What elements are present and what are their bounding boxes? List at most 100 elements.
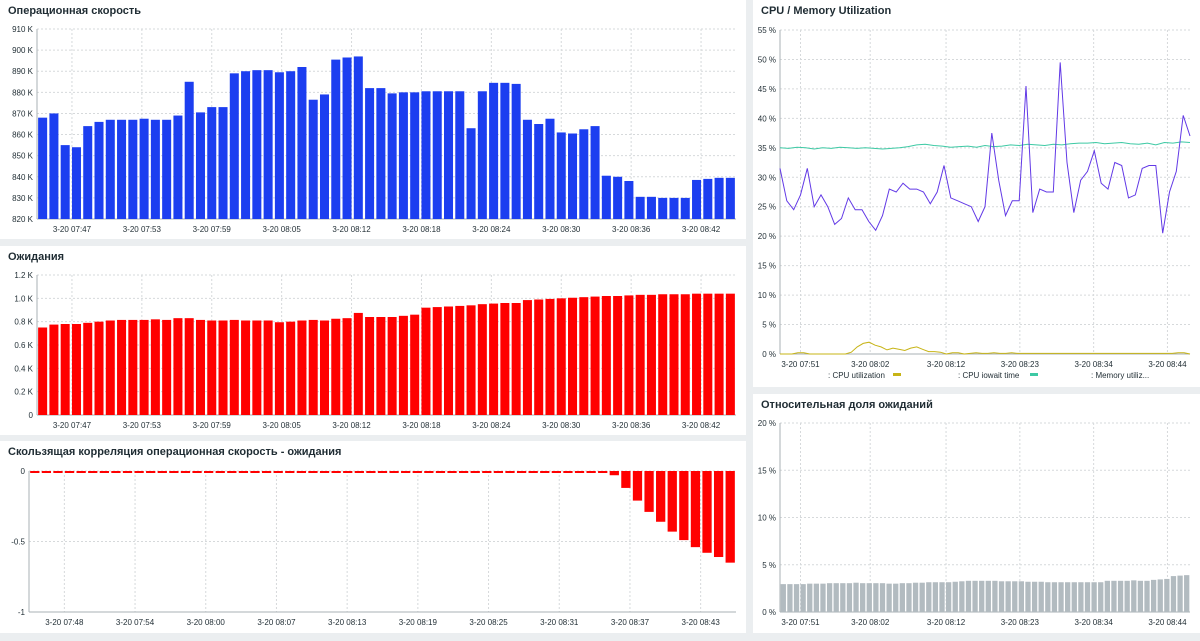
waits-bar [568, 297, 578, 415]
relative-waits-ytick-label: 10 % [758, 514, 776, 523]
correlation-bar [343, 471, 353, 473]
waits-bar [714, 293, 724, 415]
waits-ytick-label: 1.2 K [14, 271, 33, 280]
correlation-bar [261, 471, 272, 473]
op-speed-bar [353, 56, 363, 219]
relative-waits-bar [912, 582, 919, 612]
relative-waits-bar [959, 581, 965, 612]
waits-xtick-label: 3-20 08:36 [612, 421, 651, 430]
waits-bar [432, 307, 442, 415]
relative-waits-bar [952, 581, 958, 612]
correlation-bar [690, 471, 701, 548]
waits-bar [331, 318, 341, 415]
relative-waits-bar [945, 582, 952, 612]
relative-waits-bar [860, 583, 866, 612]
relative-waits-bar [879, 583, 886, 612]
relative-waits-bar [787, 584, 793, 612]
correlation-bar [41, 471, 52, 473]
cpu-memory-ytick-label: 15 % [758, 262, 776, 271]
correlation-bar [157, 471, 167, 473]
relative-waits-bar [1025, 581, 1031, 612]
relative-waits-bar [1018, 581, 1025, 612]
waits-bar [455, 305, 465, 415]
relative-waits-bar [972, 580, 978, 612]
op-speed-bar [466, 128, 476, 219]
correlation-bar [482, 471, 492, 473]
waits-xtick-label: 3-20 08:42 [682, 421, 721, 430]
waits-bar [635, 294, 645, 415]
cpu-memory-xtick-label: 3-20 07:51 [781, 360, 820, 369]
op-speed-xtick-label: 3-20 08:30 [542, 225, 581, 234]
waits-bar [184, 318, 194, 415]
correlation-bar [192, 471, 202, 473]
relative-waits-bar [807, 583, 813, 612]
correlation-xtick-label: 3-20 08:19 [399, 618, 438, 627]
correlation-xtick-label: 3-20 08:07 [257, 618, 296, 627]
waits-xtick-label: 3-20 07:47 [53, 421, 92, 430]
waits-xtick-label: 3-20 08:30 [542, 421, 581, 430]
waits-bar [319, 320, 330, 415]
correlation-bar [470, 471, 480, 473]
waits-bar [376, 317, 386, 415]
correlation-bar [551, 471, 561, 473]
op-speed-bar [613, 176, 623, 219]
relative-waits-bar [1117, 580, 1124, 612]
correlation-bar [609, 471, 619, 476]
op-speed-bar [568, 133, 578, 219]
op-speed-xtick-label: 3-20 08:18 [402, 225, 441, 234]
correlation-bar [180, 471, 191, 473]
op-speed-bar [680, 197, 690, 219]
relative-waits-bar [1098, 582, 1104, 612]
waits-bar [534, 299, 544, 415]
relative-waits-bar [1065, 582, 1071, 612]
waits-bar [387, 317, 397, 415]
op-speed-bar [624, 181, 634, 219]
waits-bar [692, 293, 702, 415]
correlation-bar [632, 471, 643, 501]
op-speed-bar [207, 107, 217, 219]
waits-bar [128, 319, 138, 415]
waits-bar [590, 296, 600, 415]
op-speed-bar [105, 119, 115, 219]
relative-waits-bar [846, 583, 853, 612]
correlation-xtick-label: 3-20 08:25 [469, 618, 508, 627]
cpu-memory-xtick-label: 3-20 08:34 [1075, 360, 1114, 369]
op-speed-bar [229, 73, 239, 219]
cpu-memory-xtick-label: 3-20 08:02 [851, 360, 890, 369]
correlation-xtick-label: 3-20 08:00 [187, 618, 226, 627]
waits-bar [207, 320, 217, 415]
panel-cpu-memory: CPU / Memory Utilization 0 % 5 % 10 % 15 % 2… [753, 0, 1200, 387]
waits-bar [342, 318, 352, 415]
op-speed-bar [297, 67, 307, 219]
relative-waits-bar [1111, 580, 1117, 612]
relative-waits-bar [1038, 581, 1044, 612]
relative-waits-bar [1091, 582, 1097, 612]
op-speed-xtick-label: 3-20 08:42 [682, 225, 721, 234]
waits-bar [624, 295, 634, 415]
waits-bar [680, 294, 690, 415]
cpu-memory-legend-swatch [893, 373, 901, 376]
relative-waits-bar [979, 580, 985, 612]
relative-waits-bar [932, 582, 939, 612]
relative-waits-bar [1157, 579, 1163, 612]
relative-waits-bar [893, 583, 899, 612]
panel-relative-waits: Относительная доля ожиданий 0 % 5 % 10 % 15… [753, 394, 1200, 633]
op-speed-bar [83, 126, 93, 219]
relative-waits-bar [1078, 582, 1084, 612]
op-speed-bar [331, 59, 341, 219]
waits-bar [173, 318, 183, 415]
op-speed-bar [398, 92, 408, 219]
op-speed-bar [60, 145, 70, 219]
waits-bar [601, 296, 611, 415]
waits-ytick-label: 0.4 K [14, 364, 33, 373]
chart-title-cpu-memory: CPU / Memory Utilization [761, 5, 892, 17]
op-speed-bar [49, 113, 59, 219]
correlation-bar [238, 471, 249, 473]
relative-waits-bar [1058, 582, 1064, 612]
op-speed-ytick-label: 850 K [12, 152, 34, 161]
waits-xtick-label: 3-20 07:59 [193, 421, 232, 430]
chart-op-speed: 820 K 830 K 840 K 850 K 860 K 870 K 880 K 890 K… [12, 25, 736, 234]
correlation-bar [99, 471, 109, 473]
relative-waits-bar [899, 583, 905, 612]
waits-bar [94, 321, 104, 415]
